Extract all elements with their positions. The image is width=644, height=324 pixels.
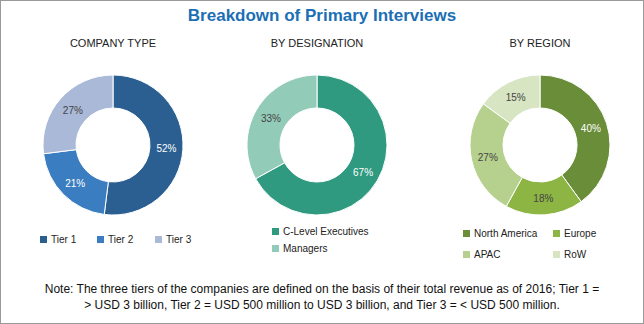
legend-swatch (272, 228, 279, 235)
chart-title: BY REGION (510, 37, 571, 49)
slices (247, 75, 387, 215)
legend: North America Europe APAC RoW (463, 228, 597, 260)
data-label: 33% (261, 113, 281, 124)
legend-label: Tier 2 (108, 234, 134, 245)
slice (470, 104, 522, 206)
legend-label: C-Level Executives (283, 226, 369, 237)
slice (483, 75, 540, 123)
donut-chart: BY DESIGNATION 67% 33% C-Level Executives Ma… (247, 37, 387, 254)
legend: C-Level Executives Managers (272, 226, 369, 254)
frame (1, 1, 644, 324)
legend-label: Europe (564, 228, 597, 239)
legend-label: Managers (283, 243, 327, 254)
data-labels: 52% 21% 27% (63, 105, 177, 189)
legend-label: RoW (564, 249, 587, 260)
data-labels: 40% 18% 27% 15% (478, 92, 601, 204)
data-labels: 67% 33% (261, 113, 373, 178)
page: {"title": "Breakdown of Primary Intervie… (0, 0, 644, 324)
slices (470, 75, 610, 215)
legend-label: Tier 1 (51, 234, 77, 245)
chart-canvas: Breakdown of Primary Interviews COMPANY T… (0, 0, 644, 324)
chart-title: BY DESIGNATION (271, 37, 364, 49)
legend-swatch (40, 236, 47, 243)
data-label: 40% (581, 123, 601, 134)
slice (247, 75, 317, 179)
data-label: 52% (156, 143, 176, 154)
donut-chart: COMPANY TYPE 52% 21% 27% Tier 1 Tier 2 Tier 3 (40, 37, 192, 245)
slice (104, 75, 183, 215)
legend-label: APAC (474, 249, 501, 260)
legend-swatch (155, 236, 162, 243)
legend-swatch (97, 236, 104, 243)
donut-chart: BY REGION 40% 18% 27% 15% North America Europe… (463, 37, 610, 260)
legend-swatch (553, 230, 560, 237)
slices (43, 75, 183, 215)
legend-swatch (272, 245, 279, 252)
data-label: 67% (353, 167, 373, 178)
data-label: 18% (533, 193, 553, 204)
chart-title: COMPANY TYPE (70, 37, 156, 49)
data-label: 15% (506, 92, 526, 103)
data-label: 27% (478, 152, 498, 163)
legend-swatch (463, 230, 470, 237)
slice (44, 150, 109, 215)
slice (43, 75, 113, 154)
legend-swatch (463, 251, 470, 258)
title: Breakdown of Primary Interviews (188, 6, 456, 25)
legend-label: Tier 3 (166, 234, 192, 245)
note: Note: The three tiers of the companies a… (45, 282, 599, 296)
legend-swatch (553, 251, 560, 258)
note: > USD 3 billion, Tier 2 = USD 500 millio… (84, 298, 560, 312)
legend-label: North America (474, 228, 538, 239)
data-label: 27% (63, 105, 83, 116)
legend: Tier 1 Tier 2 Tier 3 (40, 234, 192, 245)
data-label: 21% (65, 178, 85, 189)
